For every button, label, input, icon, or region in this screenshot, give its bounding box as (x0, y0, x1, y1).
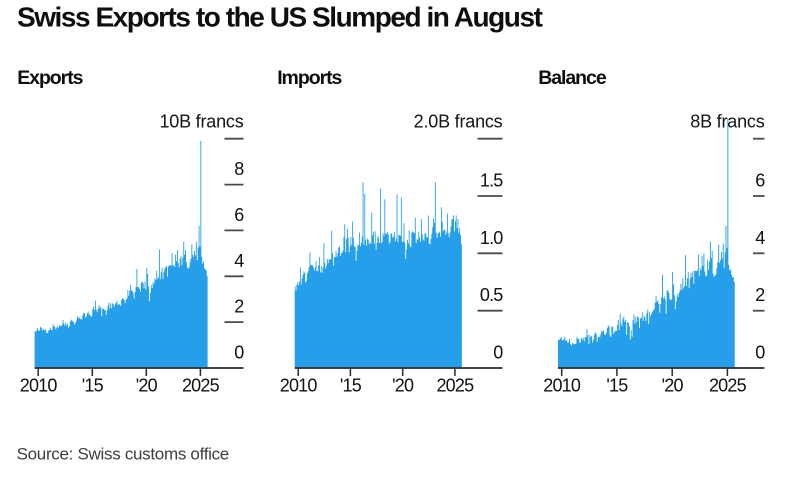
svg-text:8B francs: 8B francs (690, 111, 764, 131)
svg-text:'15: '15 (340, 376, 362, 396)
svg-text:Source: Swiss customs office: Source: Swiss customs office (17, 445, 229, 464)
svg-text:'20: '20 (392, 376, 414, 396)
svg-text:4: 4 (234, 251, 244, 271)
svg-text:6: 6 (234, 205, 244, 225)
svg-text:2010: 2010 (280, 376, 318, 396)
svg-text:6: 6 (755, 171, 765, 191)
svg-text:10B francs: 10B francs (159, 111, 243, 131)
svg-text:'15: '15 (606, 376, 628, 396)
svg-text:2010: 2010 (543, 376, 581, 396)
svg-text:'15: '15 (82, 376, 104, 396)
svg-text:2: 2 (234, 297, 244, 317)
svg-text:2025: 2025 (182, 376, 220, 396)
svg-text:Swiss Exports to the US Slumpe: Swiss Exports to the US Slumped in Augus… (17, 2, 543, 33)
svg-text:2025: 2025 (709, 376, 747, 396)
svg-text:Balance: Balance (538, 67, 607, 89)
svg-text:2025: 2025 (436, 376, 474, 396)
svg-text:4: 4 (755, 228, 765, 248)
svg-text:1.0: 1.0 (480, 228, 503, 248)
svg-text:8: 8 (234, 159, 244, 179)
svg-text:2010: 2010 (20, 376, 58, 396)
svg-text:1.5: 1.5 (480, 171, 503, 191)
svg-text:0.5: 0.5 (480, 285, 503, 305)
svg-text:2.0B francs: 2.0B francs (414, 111, 503, 131)
svg-text:Imports: Imports (277, 67, 342, 89)
svg-text:2: 2 (755, 285, 765, 305)
svg-text:'20: '20 (662, 376, 684, 396)
svg-text:0: 0 (493, 342, 503, 362)
svg-text:0: 0 (234, 342, 244, 362)
svg-text:0: 0 (755, 342, 765, 362)
svg-text:'20: '20 (136, 376, 158, 396)
svg-text:Exports: Exports (17, 67, 83, 89)
